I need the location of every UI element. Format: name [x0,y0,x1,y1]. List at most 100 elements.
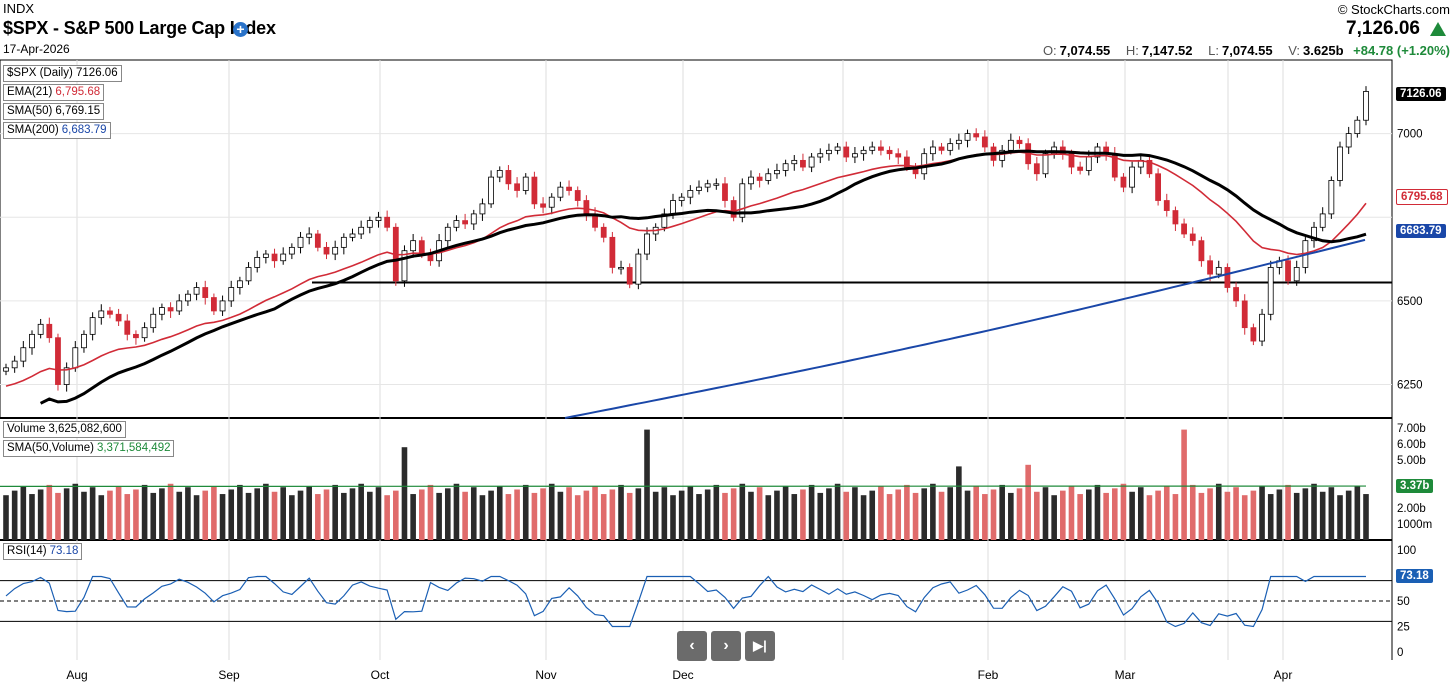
volume-bar [644,429,650,540]
scroll-left-button[interactable]: ‹ [677,631,707,661]
price-tick-label: 6500 [1397,296,1423,308]
month-tick-label: Feb [978,668,999,682]
volume-bar [358,483,364,540]
month-tick-label: Mar [1115,668,1136,682]
candle [115,313,122,322]
candle [1207,260,1213,275]
volume-bar [384,495,390,540]
volume-bar [505,494,512,540]
volsma-legend-value: 3,371,584,492 [96,442,171,454]
candle [774,170,780,175]
candle [981,136,988,148]
sma50-legend-label: SMA(50) [7,105,53,117]
candle [496,170,503,178]
volume-bar [860,495,867,540]
ema-legend-label: EMA(21) [7,86,53,98]
volume-bar [774,490,780,540]
candle [1267,267,1274,315]
volume-bar [367,491,373,540]
volume-tick-label: 2.00b [1397,503,1426,515]
sma200-line [564,238,1366,419]
high-label: H: [1125,43,1139,58]
sma200-legend: SMA(200) 6,683.79 [3,122,111,139]
volume-bar [739,483,746,540]
volume-bar [202,490,209,540]
volume-bar [254,488,261,540]
scroll-right-button[interactable]: › [711,631,741,661]
volume-bar [626,492,633,540]
candle [1354,119,1361,135]
candle [55,337,61,385]
candle [843,146,850,158]
volume-bar [999,484,1005,540]
candle [817,153,824,158]
candle [479,203,486,215]
candle [167,307,174,312]
rsi-line [5,575,1366,628]
price-tick-label: 6250 [1397,380,1423,392]
candle [834,146,841,151]
candle [583,200,590,215]
volume-bar [427,484,434,540]
candle [739,183,746,218]
volume-bar [964,490,971,540]
rsi-tick-label: 50 [1397,596,1410,608]
volume-bar [1259,486,1265,540]
change-value: +84.78 (+1.20%) [1353,43,1450,58]
add-icon[interactable]: + [233,22,248,37]
volume-bar [280,487,286,540]
candle [1337,146,1343,181]
candle [236,280,243,288]
candle [306,233,313,238]
volume-bar [1146,495,1153,540]
candle [748,176,754,185]
sma200-legend-label: SMA(200) [7,124,59,136]
candle [661,213,668,228]
last-price: 7,126.06 [1346,18,1420,39]
volume-bar [1293,492,1300,540]
volume-tick-label: 6.00b [1397,439,1426,451]
brand-label[interactable]: © StockCharts.com [1337,2,1450,17]
candle [947,143,954,151]
volume-bar [436,492,442,540]
price-panel [0,59,1393,419]
volume-bar [63,488,70,540]
volume-bar [1302,488,1309,540]
candle [1181,223,1187,235]
volume-bar [167,483,174,540]
candle [713,183,720,186]
candle [1155,173,1162,201]
last-price-tag: 7126.06 [1396,87,1446,101]
volume-tick-label: 1000m [1397,519,1432,531]
volume-bar [1337,495,1343,540]
volume-bar [315,494,321,540]
volume-bar [522,484,529,540]
volume-bar [973,486,979,540]
rsi-tick-label: 100 [1397,545,1416,557]
volume-bar [1103,492,1109,540]
candle [1241,300,1248,329]
volume-bar [332,484,338,540]
volume-bar [219,494,226,540]
volume-bar [1276,489,1283,540]
volume-bar [696,494,702,540]
candle [1311,226,1317,242]
month-tick-label: Aug [66,668,87,682]
volume-bar [496,486,503,540]
volume-bar [401,447,408,540]
sma50-legend-value: 6,769.15 [55,105,101,117]
scroll-end-button[interactable]: ▶| [745,631,775,661]
volume-tick-label: 5.00b [1397,455,1426,467]
candle [1172,210,1179,225]
volume-bar [55,492,61,540]
volume-bar [263,483,269,540]
candle [271,253,278,262]
month-tick-label: Apr [1274,668,1293,682]
volume-bar [1311,483,1317,540]
candle [1224,267,1231,288]
volsma-legend-label: SMA(50,Volume) [7,442,94,454]
candle [1077,166,1084,171]
rsi-legend-label: RSI(14) [7,545,47,557]
volume-bar [20,486,27,540]
